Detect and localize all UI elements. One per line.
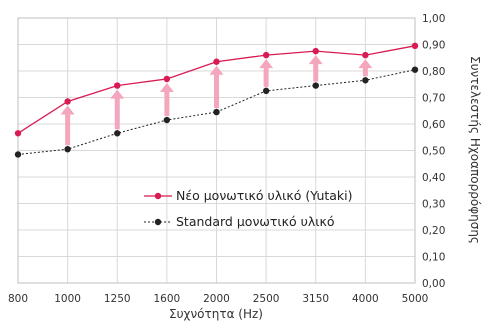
improvement-arrow (110, 89, 125, 130)
arrow-shaft (313, 63, 319, 82)
x-tick-label: 800 (8, 293, 28, 305)
legend-marker (154, 218, 162, 226)
y-tick-label: 0,80 (422, 66, 445, 78)
point-new (14, 130, 22, 137)
plot-frame (17, 17, 416, 284)
y-tick-label: 0,60 (422, 119, 445, 131)
y-tick-label: 0,00 (422, 278, 445, 290)
y-tick-labels: 0,00 0,10 0,20 0,30 0,40 0,50 0,60 0,70 0,80 0,90… (422, 13, 445, 290)
arrow-head (209, 65, 224, 75)
y-axis-label: Συντελεστής Ηχοαπορρόφησης (468, 56, 482, 244)
improvement-arrow (259, 59, 274, 87)
y-tick-label: 1,00 (422, 13, 445, 25)
series-line-standard (17, 69, 416, 155)
arrow-shaft (263, 67, 269, 87)
arrow-head (110, 89, 125, 99)
x-tick-label: 3150 (302, 293, 329, 305)
arrow-shaft (164, 90, 170, 117)
y-tick-label: 0,70 (422, 93, 445, 105)
point-standard (411, 66, 419, 73)
grid (17, 17, 416, 284)
improvement-arrow (60, 105, 75, 146)
arrow-shaft (114, 97, 120, 130)
x-axis-label: Συχνότητα (Hz) (169, 307, 263, 321)
y-tick-label: 0,10 (422, 252, 445, 264)
y-tick-label: 0,40 (422, 172, 445, 184)
legend-label: Νέο μονωτικό υλικό (Yutaki) (176, 188, 353, 203)
point-standard (362, 77, 369, 84)
improvement-arrow (308, 55, 323, 82)
improvement-arrow (209, 65, 224, 109)
arrow-head (308, 55, 323, 65)
x-tick-label: 1250 (104, 293, 131, 305)
x-tick-label: 2000 (203, 293, 230, 305)
legend-label: Standard μονωτικό υλικό (176, 214, 335, 229)
legend-marker (154, 192, 162, 200)
point-new (64, 98, 71, 105)
point-standard (14, 151, 22, 158)
arrow-shaft (65, 113, 71, 146)
arrow-head (159, 82, 174, 92)
x-tick-label: 4000 (352, 293, 379, 305)
point-new (362, 51, 369, 59)
arrow-shaft (362, 67, 368, 77)
y-tick-label: 0,30 (422, 199, 445, 211)
point-standard (312, 82, 319, 89)
x-tick-labels: 800 1000 1250 1600 2000 2500 3150 4000 5000 (8, 293, 428, 305)
point-standard (114, 130, 121, 137)
point-new (262, 51, 270, 59)
improvement-arrows (60, 55, 373, 146)
x-tick-label: 2500 (253, 293, 280, 305)
series-points (14, 42, 419, 158)
arrow-shaft (214, 73, 219, 109)
point-new (312, 47, 319, 55)
x-tick-label: 1600 (154, 293, 181, 305)
y-tick-label: 0,90 (422, 40, 445, 52)
point-new (411, 42, 419, 50)
y-tick-label: 0,20 (422, 225, 445, 237)
y-tick-label: 0,50 (422, 146, 445, 158)
point-standard (64, 145, 71, 153)
improvement-arrow (159, 82, 174, 117)
x-tick-label: 5000 (402, 293, 429, 305)
x-tick-label: 1000 (54, 293, 81, 305)
point-new (163, 75, 171, 83)
point-standard (213, 108, 220, 116)
point-standard (262, 87, 270, 95)
point-standard (163, 116, 171, 124)
improvement-arrow (358, 59, 373, 77)
arrow-head (259, 59, 274, 69)
arrow-head (60, 105, 75, 115)
arrow-head (358, 59, 373, 69)
point-new (213, 58, 220, 65)
legend: Νέο μονωτικό υλικό (Yutaki) Standard μονω… (144, 188, 353, 229)
point-new (114, 82, 121, 89)
